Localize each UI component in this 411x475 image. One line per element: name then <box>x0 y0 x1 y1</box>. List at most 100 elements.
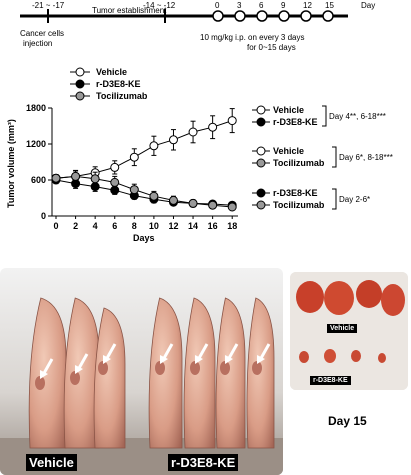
series-line-tocilizumab <box>55 175 233 208</box>
tumors-bottom-label: r-D3E8-KE <box>310 376 351 385</box>
mice-photo: Vehicle r-D3E8-KE <box>0 268 283 475</box>
comparison-vehicle-vs-tocilizumab: Vehicle Tocilizumab Day 6*, 8-18*** <box>252 146 393 168</box>
data-point-tocilizumab <box>110 177 120 187</box>
svg-text:r-D3E8-KE: r-D3E8-KE <box>273 188 318 198</box>
x-tick-label: 0 <box>53 221 58 231</box>
injection-label-line1: Cancer cells <box>20 29 64 38</box>
timeline-phase-label: Tumor establishment <box>92 6 167 15</box>
x-tick-label: 14 <box>188 221 198 231</box>
svg-text:r-D3E8-KE: r-D3E8-KE <box>273 117 318 127</box>
legend-label-rd3e8ke: r-D3E8-KE <box>96 79 141 89</box>
mouse-body <box>148 297 183 449</box>
tumor-vehicle-1 <box>296 281 324 313</box>
comparison-label-2: Day 6*, 8-18*** <box>339 153 393 162</box>
data-point-tocilizumab <box>227 202 237 212</box>
data-point-vehicle <box>110 162 120 172</box>
mouse-tumor <box>190 361 200 375</box>
timeline-dose-circle <box>234 10 246 22</box>
injection-label-line2: injection <box>23 39 52 48</box>
legend-marker-tocilizumab <box>75 91 85 101</box>
timeline-day-label: 0 <box>215 1 220 10</box>
mouse-body <box>183 297 216 449</box>
x-tick-label: 16 <box>208 221 218 231</box>
mice-photo-image <box>0 268 283 475</box>
arrow-icon-head <box>160 355 168 364</box>
timeline-day-label: 3 <box>237 1 242 10</box>
x-tick-label: 12 <box>168 221 178 231</box>
mice-right-label: r-D3E8-KE <box>168 454 239 471</box>
comparison-label-1: Day 4**, 6-18*** <box>329 112 386 121</box>
mouse-body <box>28 297 67 449</box>
y-tick-label: 1200 <box>26 139 46 149</box>
svg-text:Tocilizumab: Tocilizumab <box>273 200 325 210</box>
data-point-tocilizumab <box>71 171 81 181</box>
arrow-icon-head <box>225 355 233 364</box>
data-point-vehicle <box>129 152 139 162</box>
data-point-tocilizumab <box>149 191 159 201</box>
timeline-label-establishment-days: -14 ~ -12 <box>143 1 176 10</box>
mouse-tumor <box>155 361 165 375</box>
mice-left-label: Vehicle <box>26 454 77 471</box>
tumor-vehicle-3 <box>356 280 382 308</box>
mouse-tumor <box>252 361 262 375</box>
legend-label-vehicle: Vehicle <box>96 67 127 77</box>
day-label: Day 15 <box>328 414 367 428</box>
mouse-body <box>215 297 246 449</box>
tumors-top-label: Vehicle <box>327 324 358 333</box>
y-axis-label: Tumor volume (mm³) <box>6 119 16 208</box>
legend-marker-vehicle <box>75 67 85 77</box>
arrow-icon-head <box>103 355 111 364</box>
timeline-dose-circle <box>212 10 224 22</box>
comparison-rd3e8ke-vs-tocilizumab: r-D3E8-KE Tocilizumab Day 2-6* <box>252 188 370 210</box>
series-line-r-d3e8-ke <box>55 179 233 206</box>
tumor-volume-chart: Vehicle r-D3E8-KE Tocilizumab 0 600 1200 18… <box>6 67 393 243</box>
tumor-treated-2 <box>324 349 336 363</box>
y-tick-label: 0 <box>41 211 46 221</box>
timeline-day-label: 6 <box>259 1 264 10</box>
timeline-day-label: 9 <box>281 1 286 10</box>
comparison-label-3: Day 2-6* <box>339 195 370 204</box>
mouse-tumor <box>98 361 108 375</box>
tumor-treated-3 <box>351 350 361 362</box>
treatment-label-line1: 10 mg/kg i.p. on every 3 days <box>200 33 305 42</box>
timeline-dose-circle <box>256 10 268 22</box>
series-line-vehicle <box>55 120 233 179</box>
svg-text:Tocilizumab: Tocilizumab <box>273 158 325 168</box>
x-axis-label: Days <box>133 233 155 243</box>
tumor-treated-4 <box>378 353 386 363</box>
x-tick-label: 10 <box>149 221 159 231</box>
legend-label-tocilizumab: Tocilizumab <box>96 91 148 101</box>
tumor-treated-1 <box>299 351 309 363</box>
data-point-vehicle <box>188 127 198 137</box>
tumor-vehicle-4 <box>381 284 405 316</box>
data-point-tocilizumab <box>51 173 61 183</box>
timeline-dose-circle <box>278 10 290 22</box>
tumors-photo: Vehicle r-D3E8-KE <box>290 272 408 390</box>
y-tick-label: 600 <box>31 175 46 185</box>
tumor-vehicle-2 <box>324 281 354 315</box>
data-point-tocilizumab <box>208 200 218 210</box>
arrow-icon-head <box>195 355 203 364</box>
timeline-day-label: 12 <box>303 1 312 10</box>
x-tick-label: 2 <box>73 221 78 231</box>
mouse-tumor <box>220 361 230 375</box>
experiment-timeline: 0 3 6 9 12 15 -21 ~ -17 -14 ~ -12 Tumor estab… <box>20 1 375 52</box>
timeline-day-label: 15 <box>325 1 334 10</box>
mouse-tumor <box>70 371 80 385</box>
x-tick-label: 6 <box>112 221 117 231</box>
treatment-label-line2: for 0~15 days <box>247 43 296 52</box>
timeline-dose-circle <box>300 10 312 22</box>
data-point-tocilizumab <box>129 185 139 195</box>
arrow-icon-head <box>40 370 48 379</box>
data-point-tocilizumab <box>188 198 198 208</box>
legend-marker-rd3e8ke <box>75 79 85 89</box>
data-point-vehicle <box>227 116 237 126</box>
x-tick-label: 4 <box>93 221 98 231</box>
data-point-vehicle <box>208 122 218 132</box>
svg-text:Vehicle: Vehicle <box>273 105 304 115</box>
data-point-vehicle <box>149 141 159 151</box>
data-point-tocilizumab <box>90 174 100 184</box>
timeline-unit: Day <box>361 1 375 10</box>
svg-text:Vehicle: Vehicle <box>273 146 304 156</box>
data-point-vehicle <box>168 135 178 145</box>
